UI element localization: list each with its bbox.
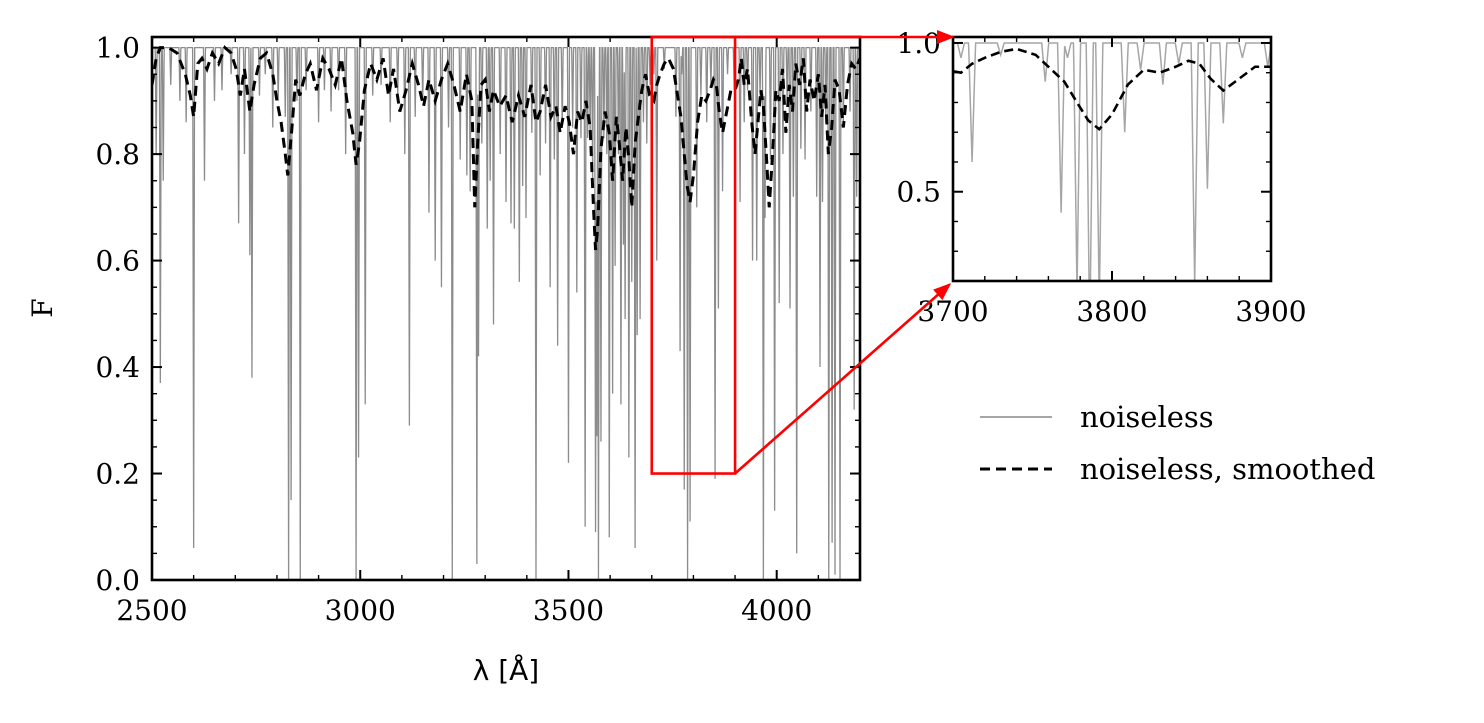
- legend-label-noiseless: noiseless: [1080, 400, 1214, 434]
- main-ytick-label: 1.0: [95, 32, 140, 65]
- inset-ytick-label: 1.0: [896, 27, 941, 60]
- zoom-connector-bottom: [734, 284, 950, 475]
- main-ytick-label: 0.2: [95, 458, 140, 491]
- main-xtick-label: 2500: [116, 594, 187, 627]
- main-xtick-label: 3500: [533, 594, 604, 627]
- zoom-box: [650, 35, 737, 475]
- main-xtick-label: 4000: [741, 594, 812, 627]
- legend: noiseless noiseless, smoothed: [980, 400, 1375, 486]
- zoom-connector-top-arrowhead: [937, 30, 955, 44]
- legend-label-smoothed: noiseless, smoothed: [1080, 452, 1375, 486]
- x-axis-label: λ [Å]: [473, 653, 539, 687]
- series-smoothed-line: [152, 45, 860, 251]
- main-ytick-label: 0.4: [95, 351, 140, 384]
- main-ytick-label: 0.8: [95, 138, 140, 171]
- inset-xtick-label: 3700: [917, 295, 988, 328]
- main-plot-area: [152, 45, 860, 580]
- main-ytick-label: 0.0: [95, 564, 140, 597]
- main-ytick-label: 0.6: [95, 245, 140, 278]
- y-axis-label: F: [26, 298, 59, 317]
- series-noiseless-line: [152, 47, 860, 580]
- main-axes: 2500 3000 3500 4000 0.0 0.2 0.4 0.6 0.8 1.0: [95, 32, 862, 627]
- zoom-connector-bottom-arrowhead: [933, 283, 952, 301]
- zoom-indicator: [650, 30, 955, 475]
- inset-ytick-label: 0.5: [896, 176, 941, 209]
- inset-axes: 3700 3800 3900 0.5 1.0: [896, 27, 1306, 328]
- main-xtick-label: 3000: [325, 594, 396, 627]
- inset-frame: [951, 35, 1273, 283]
- inset-xtick-label: 3900: [1235, 295, 1306, 328]
- inset-xtick-label: 3800: [1076, 295, 1147, 328]
- main-frame: [150, 35, 862, 582]
